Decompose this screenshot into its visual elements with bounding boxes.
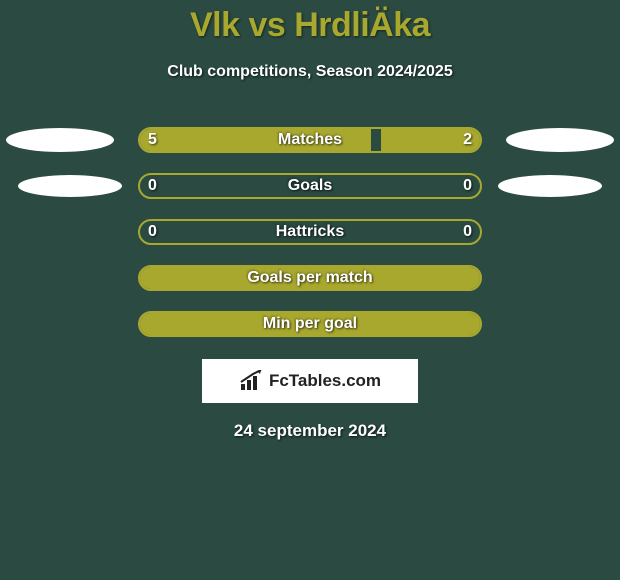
- page-title: Vlk vs HrdliÄka: [0, 6, 620, 45]
- stat-left-value: 0: [148, 173, 157, 199]
- stat-label: Goals: [140, 175, 480, 197]
- brand-text: FcTables.com: [269, 371, 381, 391]
- stat-row-hattricks: 0 Hattricks 0: [0, 209, 620, 255]
- stat-bar: Goals per match: [138, 265, 482, 291]
- brand-box: FcTables.com: [202, 359, 418, 403]
- brand-chart-icon: [239, 370, 265, 392]
- stat-right-value: 0: [463, 173, 472, 199]
- stat-label: Min per goal: [140, 313, 480, 335]
- player-left-oval: [6, 128, 114, 152]
- stat-bar: Min per goal: [138, 311, 482, 337]
- stat-right-value: 2: [463, 127, 472, 153]
- date-text: 24 september 2024: [0, 421, 620, 441]
- stat-label: Hattricks: [140, 221, 480, 243]
- stat-bar: Hattricks: [138, 219, 482, 245]
- stat-row-min-per-goal: Min per goal: [0, 301, 620, 347]
- stat-bar: Matches: [138, 127, 482, 153]
- subtitle: Club competitions, Season 2024/2025: [0, 63, 620, 81]
- stat-left-value: 0: [148, 219, 157, 245]
- stat-row-matches: 5 Matches 2: [0, 117, 620, 163]
- player-left-oval: [18, 175, 122, 197]
- stats-list: 5 Matches 2 0 Goals 0 0 Hattricks 0: [0, 117, 620, 347]
- stat-right-value: 0: [463, 219, 472, 245]
- stat-row-goals: 0 Goals 0: [0, 163, 620, 209]
- stat-label: Matches: [140, 129, 480, 151]
- stat-bar: Goals: [138, 173, 482, 199]
- stat-label: Goals per match: [140, 267, 480, 289]
- player-right-oval: [506, 128, 614, 152]
- stat-left-value: 5: [148, 127, 157, 153]
- stat-row-goals-per-match: Goals per match: [0, 255, 620, 301]
- player-right-oval: [498, 175, 602, 197]
- comparison-card: Vlk vs HrdliÄka Club competitions, Seaso…: [0, 0, 620, 441]
